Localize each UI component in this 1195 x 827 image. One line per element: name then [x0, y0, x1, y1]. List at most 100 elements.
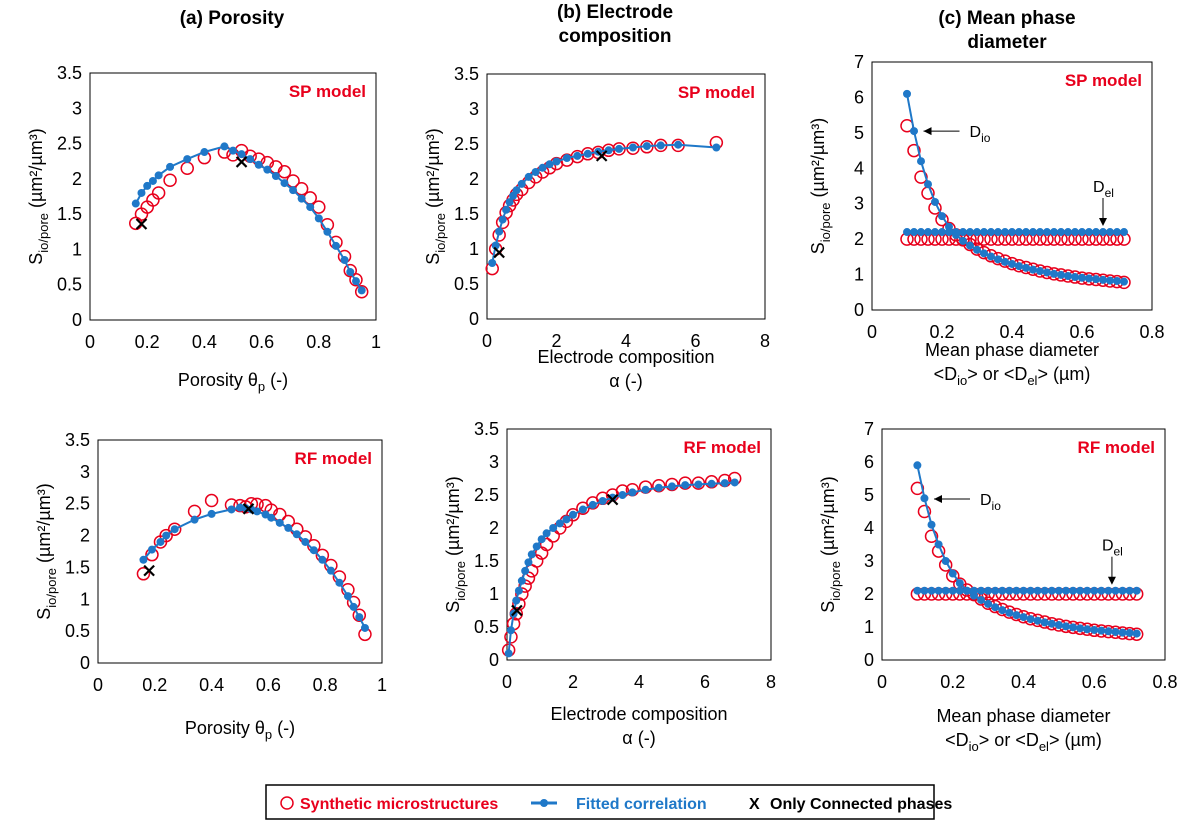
fitted-point [674, 140, 683, 149]
fitted-point [1022, 263, 1030, 272]
connected-phase-marker [511, 604, 523, 617]
fitted-point [980, 228, 988, 237]
panel-c_rf: 0 1 2 3 4 5 6 7 0 0.2 0.4 0.6 0.8 Sio/pore (µm²/µm³) M… [818, 419, 1178, 754]
fitted-point [1012, 586, 1021, 595]
fitted-point [552, 157, 561, 166]
fitted-point [549, 524, 558, 532]
x-tick-label: 0 [93, 675, 103, 695]
synthetic-point [136, 567, 151, 581]
fitted-point [505, 198, 514, 207]
synthetic-point [151, 186, 166, 200]
synthetic-point [907, 143, 921, 158]
series-connected [511, 493, 619, 617]
fitted-point [527, 550, 536, 559]
fitted-point [1026, 615, 1035, 624]
fitted-point [1047, 586, 1056, 595]
fitted-point [220, 142, 229, 151]
annotation-arrowhead [1099, 218, 1107, 227]
synthetic-point [581, 147, 595, 161]
fitted-point [615, 144, 624, 153]
y-tick-label: 1 [864, 617, 874, 637]
synthetic-point [204, 493, 219, 508]
fitted-point [969, 586, 978, 595]
fitted-point [357, 286, 366, 295]
plot-frame [97, 439, 383, 664]
fitted-point [641, 485, 650, 494]
fitted-point [360, 623, 369, 632]
connected-phase-marker [235, 156, 248, 168]
y-tick-label: 7 [864, 419, 874, 439]
fitted-point [517, 179, 526, 188]
fitted-point [190, 515, 199, 524]
fitted-point [1076, 586, 1085, 595]
fitted-point [1120, 277, 1128, 286]
x-axis-label: Porosity θp (-) [185, 718, 295, 742]
fitted-point [1076, 624, 1085, 633]
x-tick-label: 0 [867, 322, 877, 342]
series-fitted [488, 140, 721, 267]
column-title-b-line2: composition [559, 26, 672, 47]
connected-phase-marker [606, 493, 619, 506]
fitted-point [1064, 228, 1072, 237]
series-connected [135, 156, 248, 230]
x-tick-label: 0.6 [256, 675, 281, 695]
fitted-point [1097, 626, 1106, 635]
legend-connected-marker: X [749, 796, 760, 813]
series-fitted_el [903, 228, 1128, 237]
y-tick-label: 3 [864, 551, 874, 571]
fitted-point [340, 256, 349, 265]
fitted-point [147, 545, 156, 554]
fitted-curve [507, 481, 735, 654]
y-axis-label: Sio/pore (µm²/µm³) [818, 476, 843, 612]
fitted-point [917, 228, 925, 237]
fitted-point [531, 168, 540, 176]
fitted-point [495, 227, 504, 236]
fitted-point [959, 228, 967, 237]
panel-c_sp: 0 1 2 3 4 5 6 7 0 0.2 0.4 0.6 0.8 Sio/pore (µm²/µm³) M… [808, 52, 1165, 388]
y-tick-label: 0.5 [65, 621, 90, 641]
panel-a_rf: 0 0.5 1 1.5 2 2.5 3 3.5 0 0.2 0.4 0.6 0.8 1 Sio/pore (… [34, 430, 387, 742]
fitted-point [720, 479, 729, 488]
annotation-label: Dio [970, 124, 991, 145]
fitted-point [1106, 228, 1114, 237]
fitted-point [1078, 228, 1086, 237]
fitted-point [542, 529, 551, 538]
fitted-point [973, 228, 981, 237]
fitted-point [966, 241, 974, 250]
fitted-point [656, 141, 665, 150]
x-tick-label: 0.4 [1011, 672, 1036, 692]
fitted-point [323, 227, 332, 236]
fitted-point [512, 186, 521, 195]
fitted-point [628, 488, 637, 497]
fitted-point [170, 525, 179, 534]
annotation-arrowhead [933, 494, 942, 503]
annotation-arrowhead [1107, 576, 1116, 585]
fitted-point [1085, 228, 1093, 237]
synthetic-point [187, 504, 202, 519]
fitted-point [1036, 228, 1044, 237]
series-connected [143, 503, 255, 577]
y-tick-label: 1 [854, 265, 864, 285]
y-tick-label: 2 [72, 169, 82, 189]
synthetic-point [704, 475, 719, 489]
synthetic-point [665, 477, 679, 492]
fitted-point [924, 180, 932, 189]
y-tick-label: 3.5 [454, 64, 479, 84]
fitted-point [137, 188, 146, 197]
fitted-point [555, 519, 564, 528]
fitted-point [962, 586, 971, 595]
connected-phase-marker [242, 503, 255, 515]
panel-b_rf: 0 0.5 1 1.5 2 2.5 3 3.5 0 2 4 6 8 Sio/pore (µm²/µm³) E… [443, 419, 776, 748]
fitted-point [1050, 269, 1058, 278]
fitted-point [1050, 228, 1058, 237]
y-tick-label: 2 [864, 584, 874, 604]
y-axis-label: Sio/pore (µm²/µm³) [26, 128, 51, 264]
connected-phase-marker [595, 150, 608, 162]
fitted-point [959, 236, 967, 245]
fitted-point [263, 165, 272, 174]
fitted-curve [906, 93, 1125, 283]
fitted-point [1026, 586, 1035, 595]
fitted-point [1019, 586, 1028, 595]
x-tick-label: 0.2 [940, 672, 965, 692]
x-tick-label: 6 [700, 672, 710, 692]
